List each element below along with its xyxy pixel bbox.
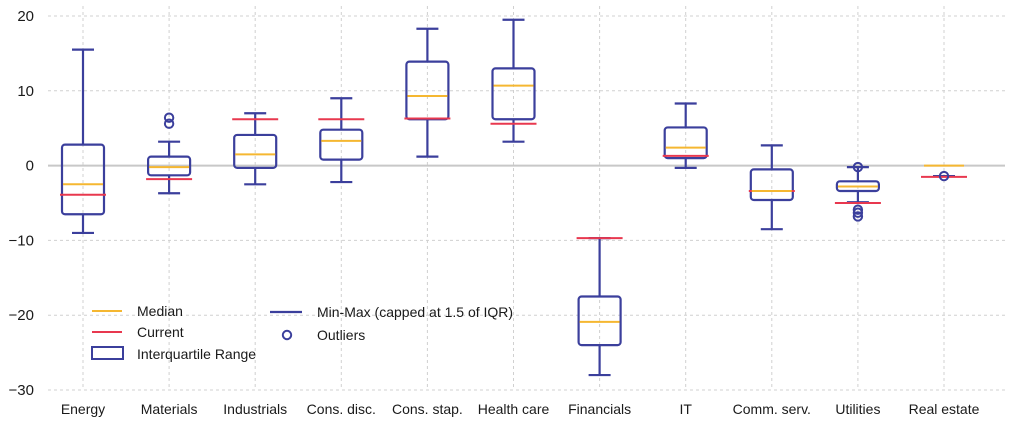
y-tick-label: 0 xyxy=(26,158,34,175)
legend-outliers-label: Outliers xyxy=(317,327,365,343)
y-tick-label: −20 xyxy=(9,307,34,324)
iqr-box xyxy=(577,295,622,347)
iqr-box xyxy=(60,143,106,216)
x-tick-label: Real estate xyxy=(909,401,980,417)
y-tick-label: 20 xyxy=(17,8,34,25)
outlier-point xyxy=(938,170,950,182)
outlier-point xyxy=(852,207,864,218)
y-tick-label: −30 xyxy=(9,382,34,399)
x-tick-label: Financials xyxy=(568,401,631,417)
iqr-box xyxy=(233,133,278,169)
x-tick-label: Industrials xyxy=(223,401,287,417)
x-tick-label: Utilities xyxy=(835,401,880,417)
outlier-point xyxy=(852,161,864,173)
x-tick-label: Cons. stap. xyxy=(392,401,463,417)
x-tick-label: Materials xyxy=(141,401,198,417)
iqr-box xyxy=(491,67,536,121)
x-tick-label: Health care xyxy=(478,401,550,417)
legend-iqr-label: Interquartile Range xyxy=(137,346,256,362)
legend-median-label: Median xyxy=(137,303,183,319)
iqr-box xyxy=(319,128,364,161)
iqr-box xyxy=(835,180,881,193)
legend-iqr-swatch xyxy=(91,346,124,360)
legend-current-label: Current xyxy=(137,324,184,340)
iqr-box xyxy=(749,168,794,202)
iqr-box xyxy=(147,155,192,177)
outlier-point xyxy=(163,118,175,129)
y-tick-label: −10 xyxy=(9,232,34,249)
x-tick-label: Comm. serv. xyxy=(733,401,811,417)
x-tick-label: IT xyxy=(679,401,692,417)
outlier-point xyxy=(852,211,864,222)
outlier-point xyxy=(163,112,175,123)
iqr-box xyxy=(663,126,708,160)
y-tick-label: 10 xyxy=(17,83,34,100)
x-tick-label: Energy xyxy=(61,401,105,417)
x-tick-label: Cons. disc. xyxy=(307,401,376,417)
legend-outlier-swatch xyxy=(281,329,293,341)
legend-minmax-label: Min-Max (capped at 1.5 of IQR) xyxy=(317,304,513,320)
